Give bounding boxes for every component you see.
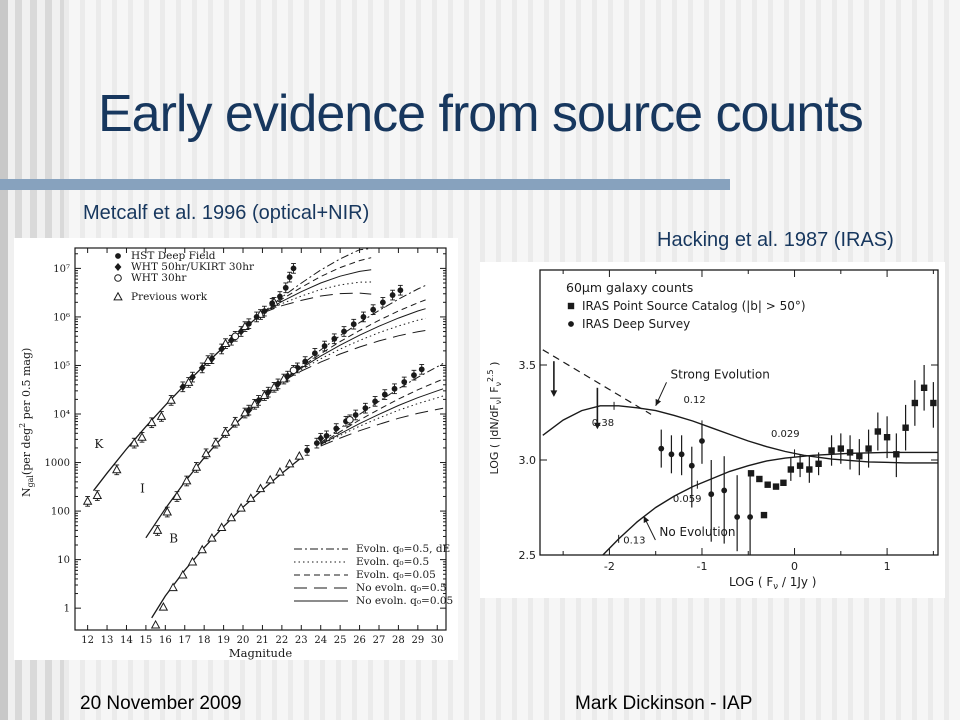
svg-text:12: 12 bbox=[81, 635, 94, 646]
svg-text:27: 27 bbox=[373, 635, 386, 646]
title-accent-bar bbox=[0, 179, 730, 190]
svg-text:No evoln. q₀=0.5: No evoln. q₀=0.5 bbox=[356, 582, 447, 594]
svg-text:10⁵: 10⁵ bbox=[53, 361, 70, 372]
svg-text:60μm galaxy counts: 60μm galaxy counts bbox=[566, 280, 693, 295]
svg-text:No evoln. q₀=0.05: No evoln. q₀=0.05 bbox=[356, 595, 453, 607]
figure-metcalf: 12 13 14 15 16 17 18 19 20 21 22 23 24 25 26 27 28 29 30 Ma… bbox=[14, 238, 458, 660]
svg-text:-2: -2 bbox=[604, 560, 615, 573]
svg-text:29: 29 bbox=[411, 635, 424, 646]
figure-hacking: -2 -1 0 1 LOG ( Fν / 1Jy ) 2.5 3.0 3.5 LOG ( |dN… bbox=[480, 262, 945, 598]
svg-text:0: 0 bbox=[791, 560, 798, 573]
svg-text:LOG ( |dN/dFν| Fν2.5 ): LOG ( |dN/dFν| Fν2.5 ) bbox=[486, 362, 503, 475]
svg-text:25: 25 bbox=[334, 635, 347, 646]
slide-title: Early evidence from source counts bbox=[98, 85, 864, 143]
svg-text:WHT 30hr: WHT 30hr bbox=[131, 272, 187, 284]
svg-text:Evoln. q₀=0.5: Evoln. q₀=0.5 bbox=[356, 556, 429, 568]
svg-text:30: 30 bbox=[431, 635, 444, 646]
svg-text:K: K bbox=[94, 437, 104, 451]
svg-text:Previous work: Previous work bbox=[131, 291, 208, 303]
svg-text:I: I bbox=[140, 482, 145, 496]
svg-text:3.0: 3.0 bbox=[519, 454, 537, 467]
svg-text:19: 19 bbox=[217, 635, 230, 646]
svg-text:3.5: 3.5 bbox=[519, 359, 537, 372]
svg-text:14: 14 bbox=[120, 635, 133, 646]
footer-author: Mark Dickinson - IAP bbox=[575, 693, 753, 714]
svg-text:16: 16 bbox=[159, 635, 172, 646]
svg-text:10⁴: 10⁴ bbox=[53, 410, 70, 421]
svg-text:-1: -1 bbox=[696, 560, 707, 573]
footer-date: 20 November 2009 bbox=[80, 693, 242, 714]
hacking-chart: -2 -1 0 1 LOG ( Fν / 1Jy ) 2.5 3.0 3.5 LOG ( |dN… bbox=[486, 269, 939, 592]
svg-text:Evoln. q₀=0.5, dE: Evoln. q₀=0.5, dE bbox=[356, 543, 450, 555]
svg-text:100: 100 bbox=[51, 507, 70, 518]
svg-text:23: 23 bbox=[295, 635, 308, 646]
svg-text:18: 18 bbox=[198, 635, 211, 646]
svg-text:0.38: 0.38 bbox=[592, 418, 614, 429]
svg-text:B: B bbox=[169, 532, 178, 546]
svg-text:HST Deep Field: HST Deep Field bbox=[131, 250, 216, 262]
svg-text:No Evolution: No Evolution bbox=[659, 525, 735, 539]
caption-metcalf: Metcalf et al. 1996 (optical+NIR) bbox=[83, 202, 370, 224]
svg-text:26: 26 bbox=[353, 635, 366, 646]
svg-text:LOG ( Fν / 1Jy ): LOG ( Fν / 1Jy ) bbox=[729, 575, 817, 592]
caption-hacking: Hacking et al. 1987 (IRAS) bbox=[657, 229, 894, 251]
svg-text:10⁶: 10⁶ bbox=[53, 312, 70, 323]
svg-text:0.029: 0.029 bbox=[771, 429, 800, 440]
svg-text:0.13: 0.13 bbox=[623, 536, 645, 547]
svg-text:0.12: 0.12 bbox=[683, 395, 705, 406]
metcalf-chart: 12 13 14 15 16 17 18 19 20 21 22 23 24 25 26 27 28 29 30 Ma… bbox=[18, 247, 453, 660]
svg-text:Strong Evolution: Strong Evolution bbox=[671, 367, 770, 381]
svg-text:1: 1 bbox=[64, 604, 70, 615]
svg-text:13: 13 bbox=[101, 635, 114, 646]
svg-text:22: 22 bbox=[275, 635, 288, 646]
svg-text:Magnitude: Magnitude bbox=[229, 646, 292, 660]
svg-text:0.059: 0.059 bbox=[673, 494, 702, 505]
svg-text:WHT 50hr/UKIRT 30hr: WHT 50hr/UKIRT 30hr bbox=[131, 261, 255, 273]
svg-text:10: 10 bbox=[57, 555, 70, 566]
svg-text:IRAS Point Source Catalog (: IRAS Point Source Catalog (|b| > 50°) bbox=[582, 299, 806, 313]
svg-text:21: 21 bbox=[256, 635, 269, 646]
svg-text:15: 15 bbox=[140, 635, 153, 646]
svg-text:Ngal(per deg2 per 0.5 mag): Ngal(per deg2 per 0.5 mag) bbox=[18, 348, 35, 497]
svg-text:2.5: 2.5 bbox=[519, 549, 537, 562]
svg-text:20: 20 bbox=[237, 635, 250, 646]
svg-text:10⁷: 10⁷ bbox=[53, 264, 70, 275]
svg-text:1: 1 bbox=[884, 560, 891, 573]
svg-text:17: 17 bbox=[178, 635, 191, 646]
svg-text:IRAS Deep Survey: IRAS Deep Survey bbox=[582, 317, 690, 331]
svg-text:24: 24 bbox=[314, 635, 327, 646]
svg-text:Evoln. q₀=0.05: Evoln. q₀=0.05 bbox=[356, 569, 436, 581]
svg-text:28: 28 bbox=[392, 635, 405, 646]
svg-text:1000: 1000 bbox=[45, 458, 70, 469]
